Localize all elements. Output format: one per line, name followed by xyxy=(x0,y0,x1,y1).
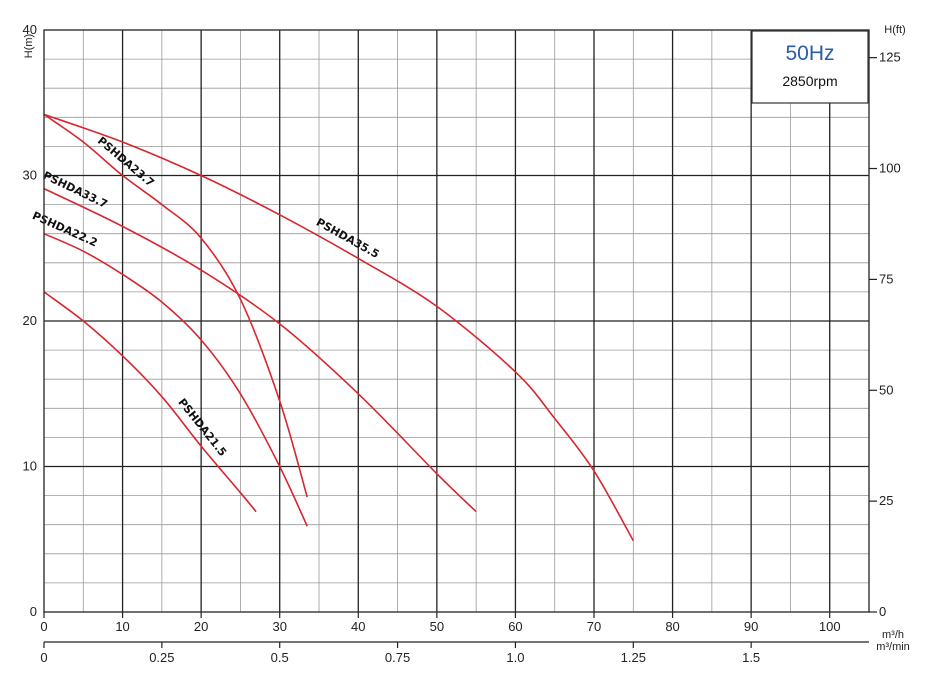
frequency-label: 50Hz xyxy=(785,42,834,65)
x2-tick-label: 0.25 xyxy=(149,650,174,665)
x-tick-label: 10 xyxy=(115,619,129,634)
y2-axis-title: H(ft) xyxy=(884,24,905,36)
y2-tick-label: 0 xyxy=(879,604,886,619)
x2-tick-label: 0.5 xyxy=(271,650,289,665)
y-tick-label: 0 xyxy=(30,604,37,619)
y-axis-ticks: 0 10 20 30 40 xyxy=(23,22,37,619)
speed-label: 2850rpm xyxy=(782,73,837,89)
x2-tick-label: 0 xyxy=(40,650,47,665)
x-tick-label: 50 xyxy=(430,619,444,634)
x2-axis-ticks: 0 0.25 0.5 0.75 1.0 1.25 1.5 xyxy=(40,641,869,665)
plot-frame xyxy=(43,29,870,613)
info-box: 50Hz 2850rpm xyxy=(751,30,869,104)
y-tick-label: 20 xyxy=(23,313,37,328)
curve-pshda22-2 xyxy=(43,232,308,527)
x2-tick-label: 1.25 xyxy=(621,650,646,665)
x2-axis-unit-label: m³/min xyxy=(876,641,910,653)
y2-tick-label: 125 xyxy=(879,50,901,65)
y2-tick-label: 75 xyxy=(879,271,893,286)
x-tick-label: 20 xyxy=(194,619,208,634)
x-tick-label: 100 xyxy=(819,619,841,634)
y2-axis-ticks: 0 25 50 75 100 125 xyxy=(869,50,901,619)
curve-pshda21-5 xyxy=(43,291,257,513)
y2-tick-label: 25 xyxy=(879,493,893,508)
x-tick-label: 40 xyxy=(351,619,365,634)
x-axis-ticks: 0 10 20 30 40 50 60 70 80 90 100 xyxy=(40,612,841,634)
curve-pshda33-7 xyxy=(43,187,477,513)
x-tick-label: 80 xyxy=(665,619,679,634)
y2-tick-label: 100 xyxy=(879,161,901,176)
x-tick-label: 70 xyxy=(587,619,601,634)
major-grid xyxy=(44,30,869,612)
x2-tick-label: 1.0 xyxy=(506,650,524,665)
x-tick-label: 60 xyxy=(508,619,522,634)
x-tick-label: 30 xyxy=(272,619,286,634)
y-tick-label: 10 xyxy=(23,459,37,474)
x-tick-label: 90 xyxy=(744,619,758,634)
x-tick-label: 0 xyxy=(40,619,47,634)
curve-pshda23-7 xyxy=(43,113,308,498)
curve-pshda35-5 xyxy=(43,113,634,542)
y-tick-label: 30 xyxy=(23,168,37,183)
x-axis-unit-label: m³/h xyxy=(882,629,904,641)
x2-tick-label: 1.5 xyxy=(742,650,760,665)
info-box-frame xyxy=(751,30,869,104)
y2-tick-label: 50 xyxy=(879,382,893,397)
performance-curves xyxy=(43,113,634,542)
x2-tick-label: 0.75 xyxy=(385,650,410,665)
y-tick-label: 40 xyxy=(23,22,37,37)
y-axis-title: H(m) xyxy=(23,34,35,58)
